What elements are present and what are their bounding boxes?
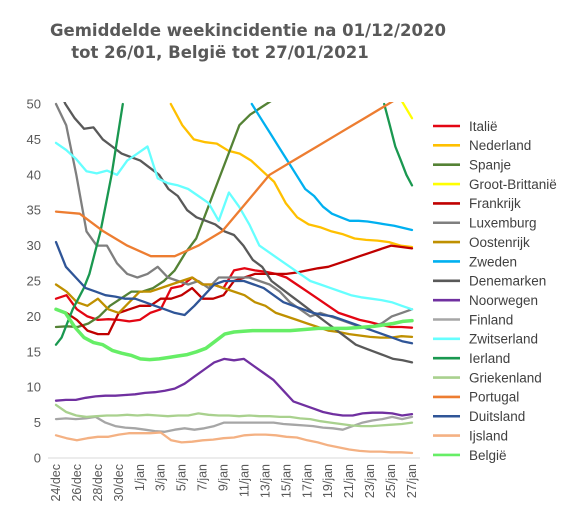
y-tick-label: 50 <box>27 97 41 112</box>
x-tick-label: 15/jan <box>279 464 293 498</box>
y-tick-label: 15 <box>27 344 41 359</box>
chart-title-line-2: tot 26/01, België tot 27/01/2021 <box>71 43 368 62</box>
x-tick-label: 11/jan <box>237 464 251 497</box>
series-line-16 <box>54 431 414 455</box>
legend-label: Denemarken <box>469 274 546 289</box>
series-line-11 <box>54 141 414 311</box>
legend-label: Duitsland <box>469 409 525 424</box>
plot-area <box>54 102 414 455</box>
x-tick-label: 19/jan <box>321 464 335 498</box>
x-tick-label: 27/jan <box>405 464 419 498</box>
legend-label: Groot-Brittanië <box>469 177 557 192</box>
x-tick-label: 23/jan <box>363 464 377 498</box>
legend-label: Griekenland <box>469 370 542 385</box>
legend-label: Italië <box>469 119 498 134</box>
series-line-4 <box>54 244 414 336</box>
legend-label: België <box>469 448 507 463</box>
legend: Italië Nederland Spanje Groot-Brittanië Fran… <box>433 119 557 463</box>
x-tick-label: 26/dec <box>70 464 84 502</box>
series-line-15 <box>54 240 414 345</box>
legend-label: Finland <box>469 312 513 327</box>
x-tick-label: 9/jan <box>217 464 231 491</box>
y-tick-label: 20 <box>27 309 41 324</box>
x-tick-label: 28/dec <box>91 464 105 502</box>
legend-label: Frankrijk <box>469 196 521 211</box>
legend-label: Ijsland <box>469 428 508 443</box>
y-tick-label: 30 <box>27 238 41 253</box>
series-line-1 <box>169 102 414 249</box>
legend-label: Noorwegen <box>469 293 538 308</box>
y-tick-label: 5 <box>34 415 41 430</box>
y-tick-label: 45 <box>27 132 41 147</box>
y-tick-label: 0 <box>34 451 41 466</box>
legend-label: Nederland <box>469 138 531 153</box>
series-line-9 <box>54 357 414 417</box>
y-tick-label: 40 <box>27 167 41 182</box>
x-tick-label: 25/jan <box>384 464 398 498</box>
series-line-14 <box>54 102 394 258</box>
x-tick-label: 21/jan <box>342 464 356 498</box>
x-tick-label: 1/jan <box>133 464 147 491</box>
legend-label: Spanje <box>469 158 511 173</box>
legend-label: Zweden <box>469 254 517 269</box>
y-tick-label: 10 <box>27 380 41 395</box>
x-tick-label: 3/jan <box>154 464 168 491</box>
legend-label: Oostenrijk <box>469 235 530 250</box>
x-tick-label: 5/jan <box>175 464 189 491</box>
x-tick-label: 7/jan <box>196 464 210 491</box>
legend-label: Portugal <box>469 390 519 405</box>
series-line-10 <box>54 415 414 433</box>
series-line-2 <box>54 102 272 329</box>
x-tick-label: 24/dec <box>49 464 63 502</box>
x-tick-label: 30/dec <box>112 464 126 502</box>
y-axis: 0 5 10 15 20 25 30 35 40 45 50 <box>27 97 41 466</box>
y-tick-label: 35 <box>27 203 41 218</box>
x-tick-label: 13/jan <box>258 464 272 498</box>
series-line-6 <box>54 276 414 339</box>
series-line-3 <box>401 102 414 120</box>
legend-label: Zwitserland <box>469 332 538 347</box>
legend-label: Luxemburg <box>469 216 537 231</box>
legend-label: Ierland <box>469 351 510 366</box>
series-line-7 <box>250 102 414 232</box>
y-tick-label: 25 <box>27 274 41 289</box>
series-line-17 <box>54 307 414 362</box>
series-line-13 <box>54 403 414 428</box>
series-line-12 <box>54 102 414 346</box>
chart-title-line-1: Gemiddelde weekincidentie na 01/12/2020 <box>50 21 446 40</box>
x-tick-label: 17/jan <box>300 464 314 498</box>
x-axis: 24/dec 26/dec 28/dec 30/dec 1/jan 3/jan 5/jan 7… <box>49 464 419 502</box>
